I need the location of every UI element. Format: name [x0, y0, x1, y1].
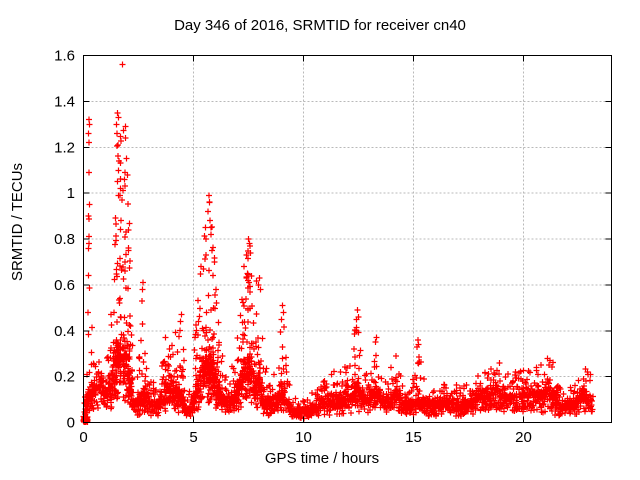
y-tick-label: 1.2 — [54, 139, 75, 156]
x-axis-label: GPS time / hours — [265, 450, 379, 467]
x-tick-label: 20 — [515, 429, 532, 446]
y-tick-label: 1 — [67, 185, 75, 202]
y-tick-label: 1.6 — [54, 48, 75, 65]
y-tick-label: 0.8 — [54, 231, 75, 248]
y-tick-label: 0.6 — [54, 277, 75, 294]
y-axis-label: SRMTID / TECUs — [9, 163, 26, 281]
x-tick-labels: 0 5 10 15 20 — [79, 429, 532, 446]
grid-lines — [83, 55, 612, 423]
y-tick-label: 0.2 — [54, 369, 75, 386]
x-tick-label: 0 — [79, 429, 87, 446]
scatter-points-plus-markers — [80, 61, 596, 425]
plot-title: Day 346 of 2016, SRMTID for receiver cn4… — [174, 17, 466, 34]
x-tick-label: 10 — [295, 429, 312, 446]
y-tick-label: 0.4 — [54, 323, 75, 340]
y-tick-label: 0 — [67, 415, 75, 432]
y-tick-labels: 0 0.2 0.4 0.6 0.8 1 1.2 1.4 1.6 — [54, 48, 75, 432]
x-tick-label: 5 — [189, 429, 197, 446]
y-tick-label: 1.4 — [54, 93, 75, 110]
plot-border — [83, 55, 612, 423]
x-tick-label: 15 — [405, 429, 422, 446]
